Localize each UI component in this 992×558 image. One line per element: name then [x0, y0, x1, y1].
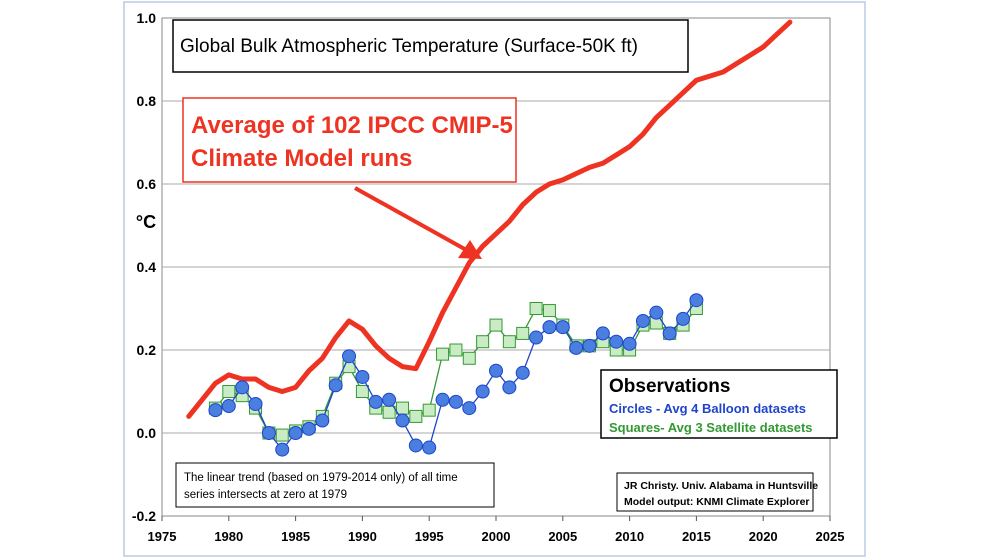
balloon-point [368, 394, 383, 409]
balloon-point [328, 378, 343, 393]
satellite-point [275, 428, 289, 442]
observations-legend-box [600, 369, 838, 439]
satellite-point [449, 343, 463, 357]
x-tick-label: 1975 [148, 529, 177, 544]
balloon-point [288, 426, 303, 440]
x-tick-label: 1995 [415, 529, 444, 544]
balloon-point [221, 399, 236, 414]
balloon-point [529, 330, 544, 345]
balloon-point [569, 340, 584, 355]
y-tick-label: 0.6 [137, 176, 157, 192]
satellite-point [542, 304, 556, 318]
satellite-point [502, 335, 516, 349]
balloon-point [475, 384, 490, 399]
balloon-point [275, 442, 290, 457]
x-tick-label: 2005 [548, 529, 577, 544]
legend-satellite: Squares- Avg 3 Satellite datasets [609, 420, 813, 435]
model-label-box [182, 97, 517, 183]
satellite-point [436, 347, 450, 361]
satellite-point [382, 405, 396, 419]
satellite-point [355, 385, 369, 398]
chart-title: Global Bulk Atmospheric Temperature (Sur… [180, 36, 638, 57]
balloon-point [422, 440, 437, 455]
balloon-point [382, 392, 397, 407]
balloon-point [489, 363, 503, 378]
balloon-point [676, 311, 691, 326]
balloon-point [609, 334, 624, 349]
y-tick-label: 0.2 [137, 342, 157, 358]
model-label-line2: Climate Model runs [191, 145, 412, 172]
y-tick-label: 1.0 [137, 10, 157, 26]
y-tick-label: -0.2 [132, 508, 156, 524]
trend-note-line1: The linear trend (based on 1979-2014 onl… [184, 472, 458, 484]
balloon-point [662, 326, 677, 341]
balloon-point [689, 293, 704, 308]
outer-border [123, 1, 866, 557]
satellite-point [222, 385, 236, 398]
balloon-point [595, 326, 610, 341]
y-axis-label: °C [136, 212, 156, 232]
satellite-point [529, 302, 543, 315]
model-line [186, 19, 793, 419]
balloon-point [462, 401, 477, 416]
observations-heading: Observations [609, 376, 730, 397]
satellite-point [409, 409, 423, 423]
x-tick-label: 2015 [682, 529, 711, 544]
model-arrow-shaft [354, 186, 471, 254]
balloon-series [208, 293, 704, 457]
credit-box [616, 472, 814, 512]
balloon-point [622, 336, 637, 351]
satellite-point [462, 351, 476, 365]
balloon-point [515, 365, 530, 380]
x-tick-label: 2025 [816, 529, 845, 544]
trend-note-box [175, 462, 495, 508]
credit-line1: JR Christy. Univ. Alabama in Huntsville [624, 480, 818, 492]
balloon-point [448, 394, 463, 409]
x-tick-label: 2000 [482, 529, 511, 544]
balloon-point [502, 380, 517, 395]
satellite-point [422, 403, 436, 417]
x-tick-labels: 1975 1980 1985 1990 1995 2000 2005 2010 2015 2020… [148, 516, 845, 544]
satellite-point [476, 335, 490, 349]
legend-balloon: Circles - Avg 4 Balloon datasets [609, 401, 806, 416]
y-tick-label: 0.0 [137, 425, 157, 441]
model-arrow-head [458, 240, 482, 259]
balloon-point [582, 338, 597, 353]
x-tick-label: 1980 [214, 529, 243, 544]
balloon-point [342, 349, 357, 364]
y-tick-labels: -0.2 0.0 0.2 0.4 0.6 0.8 1.0 [132, 10, 156, 524]
trend-note-line2: series intersects at zero at 1979 [184, 489, 347, 501]
balloon-point [248, 396, 263, 411]
satellite-point [395, 401, 409, 415]
x-tick-label: 2010 [615, 529, 644, 544]
satellite-point [516, 326, 530, 340]
y-tick-label: 0.8 [137, 93, 157, 109]
balloon-point [261, 426, 276, 440]
balloon-point [395, 413, 410, 428]
x-tick-label: 1985 [281, 529, 310, 544]
credit-line2: Model output: KNMI Climate Explorer [624, 496, 810, 508]
balloon-point [408, 438, 423, 453]
balloon-point [301, 421, 316, 436]
balloon-point [649, 305, 664, 320]
balloon-point [635, 313, 650, 328]
balloon-point [435, 392, 450, 407]
balloon-point [208, 403, 223, 418]
satellite-point [489, 318, 503, 332]
balloon-point [315, 413, 330, 428]
model-series [186, 19, 793, 419]
balloon-point [355, 369, 370, 384]
model-label-line1: Average of 102 IPCC CMIP-5 [191, 112, 513, 139]
y-tick-label: 0.4 [137, 259, 157, 275]
balloon-point [235, 380, 250, 395]
x-tick-label: 2020 [749, 529, 778, 544]
balloon-point [555, 320, 570, 335]
x-tick-label: 1990 [348, 529, 377, 544]
balloon-point [542, 320, 557, 335]
title-box [172, 19, 689, 73]
